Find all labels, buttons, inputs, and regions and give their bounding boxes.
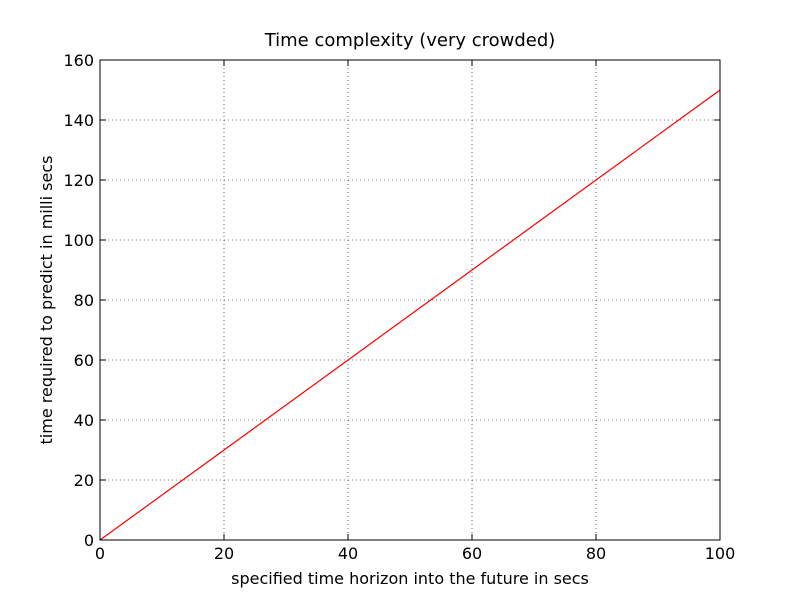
y-tick-label: 120 bbox=[63, 171, 94, 190]
x-axis-label: specified time horizon into the future i… bbox=[231, 569, 589, 588]
x-tick-label: 0 bbox=[95, 544, 105, 563]
y-tick-label: 160 bbox=[63, 51, 94, 70]
y-axis-label: time required to predict in milli secs bbox=[37, 156, 56, 445]
plot-frame bbox=[99, 59, 721, 541]
chart-title: Time complexity (very crowded) bbox=[264, 30, 556, 51]
x-tick-label: 80 bbox=[586, 544, 606, 563]
y-tick-label: 20 bbox=[74, 471, 94, 490]
x-tick-label: 40 bbox=[338, 544, 358, 563]
x-tick-label: 100 bbox=[705, 544, 736, 563]
x-tick-label: 20 bbox=[214, 544, 234, 563]
y-tick-label: 40 bbox=[74, 411, 94, 430]
y-tick-label: 100 bbox=[63, 231, 94, 250]
x-tick-label: 60 bbox=[462, 544, 482, 563]
data-line bbox=[99, 89, 721, 541]
y-tick-label: 60 bbox=[74, 351, 94, 370]
y-tick-label: 80 bbox=[74, 291, 94, 310]
y-tick-label: 0 bbox=[84, 531, 94, 550]
y-tick-label: 140 bbox=[63, 111, 94, 130]
